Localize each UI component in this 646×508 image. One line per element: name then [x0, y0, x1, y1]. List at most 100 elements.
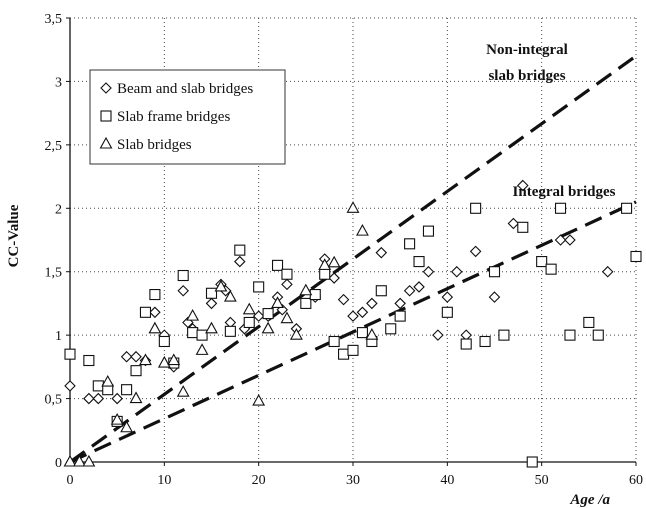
point-diamond — [394, 297, 406, 310]
point-triangle — [252, 393, 266, 406]
x-tick-label: 30 — [346, 473, 360, 488]
point-triangle — [318, 258, 332, 270]
point-square — [158, 335, 170, 348]
point-triangle — [195, 343, 209, 355]
y-tick-label: 3 — [55, 75, 62, 90]
point-triangle — [223, 289, 237, 302]
point-triangle — [346, 201, 360, 213]
point-square — [404, 238, 416, 250]
point-square — [300, 297, 312, 309]
tick-labels: 0 0,5 1 1,5 2 2,5 3 3,5 0 10 20 30 40 50 60 — [45, 12, 644, 488]
point-square — [441, 306, 453, 318]
point-square — [253, 281, 265, 293]
point-diamond — [356, 306, 369, 319]
point-square — [130, 365, 142, 377]
point-triangle — [280, 311, 294, 324]
point-diamond — [281, 278, 293, 291]
point-diamond — [413, 281, 425, 293]
point-triangle — [289, 328, 303, 340]
annotation-non-integral: Non-integral slab bridges — [486, 42, 568, 84]
point-square — [479, 335, 491, 348]
point-square — [592, 329, 604, 341]
point-triangle — [148, 321, 162, 334]
point-triangle — [176, 385, 190, 397]
point-square — [545, 263, 557, 275]
point-square — [394, 310, 406, 322]
point-square — [621, 202, 633, 214]
point-square — [564, 329, 576, 341]
point-triangle — [205, 321, 218, 334]
point-triangle — [299, 283, 313, 296]
point-diamond — [432, 329, 444, 341]
x-tick-label: 60 — [629, 473, 643, 488]
point-triangle — [327, 255, 341, 268]
x-tick-label: 20 — [252, 473, 266, 488]
point-triangle — [271, 296, 284, 308]
point-square — [281, 268, 293, 280]
trend-line-non-integral-slab-bridges — [69, 54, 637, 464]
point-diamond — [554, 234, 567, 246]
point-square — [517, 221, 529, 233]
point-diamond — [347, 310, 359, 322]
legend-label: Beam and slab bridges — [117, 81, 253, 97]
point-diamond — [366, 297, 378, 310]
point-square — [526, 456, 538, 468]
legend-label: Slab frame bridges — [117, 109, 230, 125]
y-tick-label: 3,5 — [45, 12, 63, 27]
y-axis-title: CC-Value — [6, 204, 22, 267]
point-diamond — [450, 265, 463, 278]
legend-marker-triangle — [99, 136, 113, 149]
point-square — [356, 327, 368, 339]
point-triangle — [365, 328, 379, 340]
point-triangle — [129, 391, 143, 404]
point-square — [243, 316, 255, 329]
data-points — [63, 179, 642, 468]
legend: Beam and slab bridges Slab frame bridges S… — [89, 69, 286, 165]
point-square — [488, 266, 501, 278]
legend-label: Slab bridges — [117, 137, 192, 153]
point-diamond — [337, 293, 350, 306]
point-square — [139, 306, 152, 318]
point-square — [536, 256, 548, 268]
legend-marker-square — [100, 110, 112, 122]
point-triangle — [101, 374, 115, 387]
x-tick-label: 10 — [157, 473, 171, 488]
y-tick-label: 2,5 — [45, 139, 63, 154]
point-square — [64, 348, 76, 360]
point-square — [177, 269, 189, 282]
point-triangle — [82, 454, 96, 467]
point-diamond — [517, 179, 529, 192]
point-square — [422, 225, 435, 237]
point-diamond — [441, 291, 454, 303]
trend-line-integral-bridges — [69, 200, 637, 464]
point-triangle — [139, 353, 152, 366]
y-tick-label: 0 — [55, 456, 62, 471]
point-diamond — [64, 380, 76, 392]
point-triangle — [120, 420, 134, 433]
y-tick-label: 2 — [55, 202, 62, 217]
point-diamond — [111, 392, 123, 405]
point-triangle — [167, 353, 181, 366]
point-square — [470, 202, 482, 214]
trend-lines — [69, 54, 637, 464]
point-square — [205, 287, 218, 299]
point-square — [375, 285, 387, 297]
point-triangle — [261, 321, 275, 334]
point-square — [187, 327, 199, 339]
point-diamond — [328, 272, 340, 284]
point-triangle — [110, 412, 124, 425]
point-diamond — [564, 234, 576, 246]
annotation-integral: Integral bridges — [513, 184, 616, 200]
point-diamond — [507, 217, 520, 230]
point-triangle — [356, 223, 369, 236]
y-tick-label: 1 — [55, 329, 62, 344]
point-diamond — [403, 284, 416, 297]
point-diamond — [252, 310, 265, 322]
point-diamond — [149, 306, 161, 319]
point-square — [149, 288, 161, 301]
point-diamond — [375, 246, 388, 259]
point-diamond — [422, 265, 435, 278]
point-square — [460, 338, 472, 350]
point-triangle — [214, 279, 228, 292]
